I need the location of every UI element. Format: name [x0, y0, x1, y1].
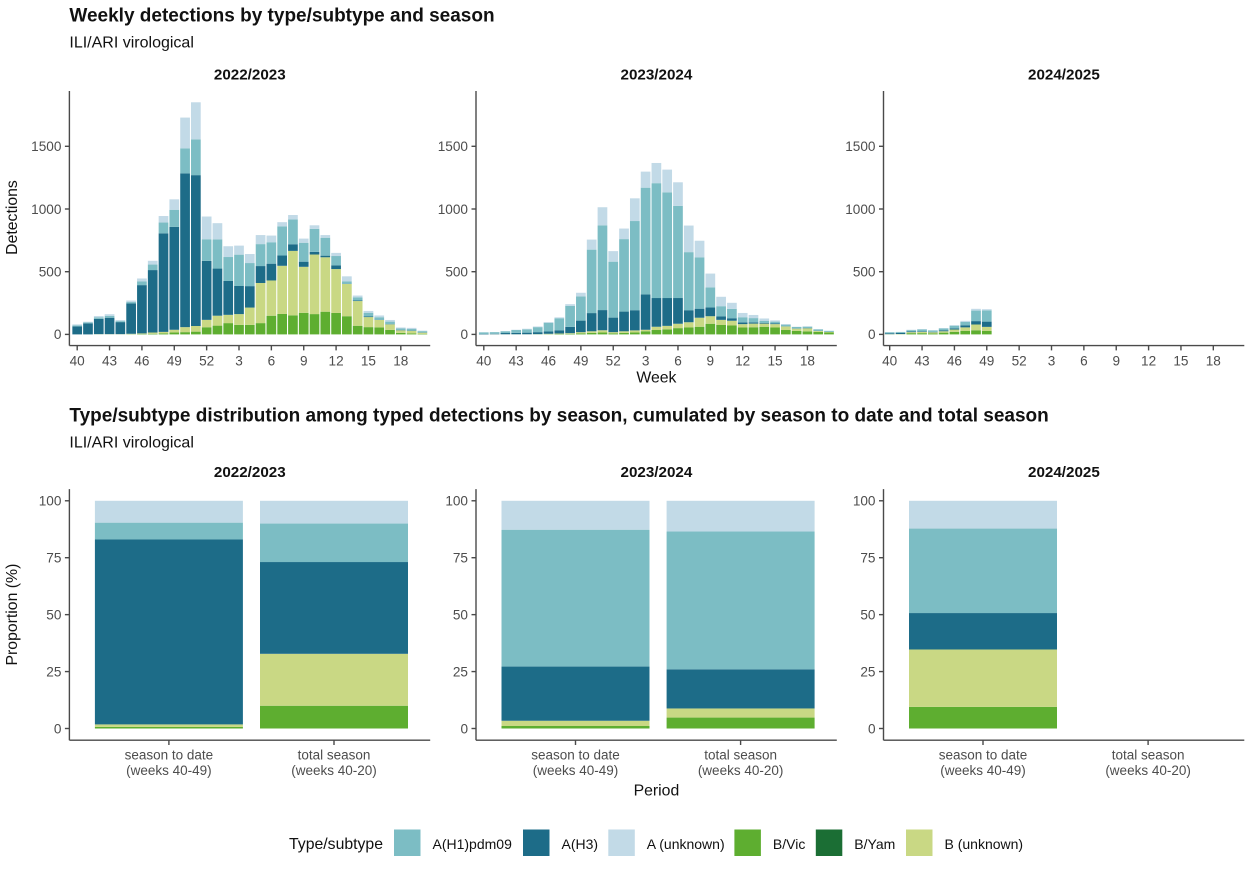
svg-text:12: 12: [1141, 354, 1156, 369]
svg-text:12: 12: [329, 354, 344, 369]
svg-text:9: 9: [707, 354, 715, 369]
svg-text:1000: 1000: [438, 202, 469, 217]
svg-text:500: 500: [445, 265, 468, 280]
svg-text:season to date: season to date: [531, 748, 620, 763]
svg-text:1500: 1500: [845, 139, 876, 154]
svg-text:Type/subtype distribution amon: Type/subtype distribution among typed de…: [69, 405, 1048, 426]
svg-text:2023/2024: 2023/2024: [621, 464, 693, 481]
svg-text:15: 15: [767, 354, 782, 369]
svg-text:46: 46: [134, 354, 149, 369]
svg-text:A (unknown): A (unknown): [647, 836, 725, 852]
svg-text:25: 25: [860, 664, 875, 679]
svg-text:52: 52: [1012, 354, 1027, 369]
svg-text:(weeks 40-20): (weeks 40-20): [698, 763, 784, 778]
svg-text:Detections: Detections: [4, 180, 21, 255]
svg-text:total season: total season: [298, 748, 371, 763]
svg-text:B/Yam: B/Yam: [854, 836, 895, 852]
svg-text:(weeks 40-49): (weeks 40-49): [940, 763, 1026, 778]
svg-text:75: 75: [46, 551, 61, 566]
svg-text:500: 500: [39, 265, 62, 280]
svg-text:25: 25: [46, 664, 61, 679]
svg-text:2024/2025: 2024/2025: [1028, 67, 1100, 84]
svg-text:1500: 1500: [438, 139, 469, 154]
svg-text:Period: Period: [634, 783, 680, 800]
svg-text:50: 50: [46, 607, 62, 622]
svg-text:0: 0: [460, 721, 468, 736]
svg-text:B (unknown): B (unknown): [945, 836, 1024, 852]
svg-text:season to date: season to date: [939, 748, 1028, 763]
svg-text:(weeks 40-49): (weeks 40-49): [126, 763, 212, 778]
svg-text:2024/2025: 2024/2025: [1028, 464, 1100, 481]
svg-text:0: 0: [54, 721, 62, 736]
svg-text:A(H1)pdm09: A(H1)pdm09: [433, 836, 513, 852]
svg-text:100: 100: [445, 494, 468, 509]
svg-text:0: 0: [868, 721, 876, 736]
svg-text:(weeks 40-49): (weeks 40-49): [533, 763, 619, 778]
svg-text:Type/subtype: Type/subtype: [289, 836, 383, 853]
svg-text:43: 43: [914, 354, 929, 369]
svg-text:15: 15: [1173, 354, 1188, 369]
svg-text:9: 9: [1112, 354, 1120, 369]
svg-text:Week: Week: [636, 370, 676, 387]
svg-text:52: 52: [606, 354, 621, 369]
svg-text:A(H3): A(H3): [562, 836, 599, 852]
svg-text:0: 0: [868, 327, 876, 342]
svg-text:40: 40: [476, 354, 492, 369]
svg-text:46: 46: [541, 354, 556, 369]
svg-text:18: 18: [393, 354, 408, 369]
svg-text:3: 3: [235, 354, 243, 369]
svg-text:Weekly detections by type/subt: Weekly detections by type/subtype and se…: [69, 5, 494, 26]
svg-text:ILI/ARI virological: ILI/ARI virological: [69, 435, 193, 452]
svg-text:2023/2024: 2023/2024: [621, 67, 693, 84]
svg-text:6: 6: [674, 354, 682, 369]
svg-text:6: 6: [1080, 354, 1088, 369]
svg-text:43: 43: [102, 354, 117, 369]
svg-text:40: 40: [70, 354, 86, 369]
svg-text:total season: total season: [704, 748, 777, 763]
svg-text:0: 0: [54, 327, 62, 342]
svg-text:(weeks 40-20): (weeks 40-20): [1105, 763, 1191, 778]
svg-text:B/Vic: B/Vic: [773, 836, 805, 852]
svg-text:1000: 1000: [845, 202, 876, 217]
svg-text:9: 9: [300, 354, 308, 369]
svg-text:6: 6: [268, 354, 276, 369]
svg-text:500: 500: [853, 265, 876, 280]
svg-text:season to date: season to date: [125, 748, 214, 763]
svg-text:46: 46: [947, 354, 962, 369]
svg-text:3: 3: [642, 354, 650, 369]
svg-text:ILI/ARI virological: ILI/ARI virological: [69, 35, 193, 52]
svg-text:49: 49: [979, 354, 994, 369]
svg-text:12: 12: [735, 354, 750, 369]
svg-text:40: 40: [882, 354, 898, 369]
svg-text:15: 15: [361, 354, 376, 369]
svg-text:25: 25: [453, 664, 468, 679]
svg-text:2022/2023: 2022/2023: [214, 464, 286, 481]
svg-text:75: 75: [453, 551, 468, 566]
svg-text:100: 100: [39, 494, 62, 509]
svg-text:49: 49: [573, 354, 588, 369]
svg-text:100: 100: [853, 494, 876, 509]
svg-text:49: 49: [167, 354, 182, 369]
svg-text:52: 52: [199, 354, 214, 369]
svg-text:18: 18: [800, 354, 815, 369]
svg-text:1500: 1500: [31, 139, 62, 154]
svg-text:1000: 1000: [31, 202, 62, 217]
svg-text:75: 75: [860, 551, 875, 566]
svg-text:0: 0: [460, 327, 468, 342]
svg-text:50: 50: [453, 607, 469, 622]
svg-text:50: 50: [860, 607, 876, 622]
svg-text:(weeks 40-20): (weeks 40-20): [291, 763, 377, 778]
svg-text:total season: total season: [1112, 748, 1185, 763]
svg-text:18: 18: [1206, 354, 1221, 369]
svg-text:43: 43: [509, 354, 524, 369]
svg-text:3: 3: [1048, 354, 1056, 369]
svg-text:2022/2023: 2022/2023: [214, 67, 286, 84]
svg-text:Proportion (%): Proportion (%): [4, 564, 21, 666]
